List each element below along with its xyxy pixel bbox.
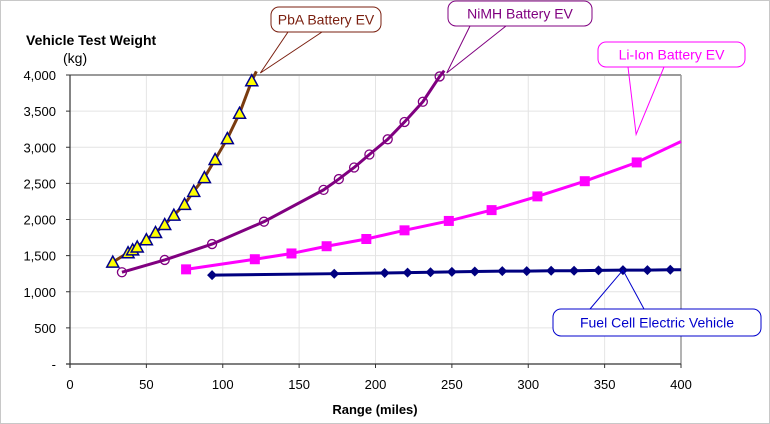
- y-axis-unit: (kg): [63, 50, 87, 66]
- data-point: [361, 234, 372, 245]
- data-point: [321, 241, 332, 252]
- data-point: [642, 265, 653, 276]
- y-tick-label: 3,500: [23, 104, 56, 119]
- data-point: [425, 267, 436, 278]
- series-line: [185, 140, 682, 271]
- data-point: [129, 239, 145, 253]
- data-point: [249, 254, 260, 265]
- callout-pointer: [589, 269, 645, 310]
- data-point: [443, 215, 454, 226]
- series-line: [121, 69, 446, 274]
- data-point: [631, 157, 642, 168]
- data-point: [318, 184, 329, 196]
- callout-box: [552, 308, 762, 337]
- y-tick-label: 4,000: [23, 68, 56, 83]
- data-point: [148, 224, 163, 239]
- data-point: [197, 170, 212, 184]
- callout-pointer: [259, 31, 323, 74]
- callout-pointer: [446, 25, 507, 74]
- tick-labels: - 500 1,000 1,500 2,000 2,500 3,000 3,500 4,000 0…: [23, 68, 691, 392]
- y-tick-label: 2,500: [23, 176, 56, 191]
- series-line: [212, 268, 681, 277]
- callouts-layer: PbA Battery EV NiMH Battery EV Li-Ion Batt…: [259, 0, 762, 337]
- x-tick-label: 0: [66, 377, 73, 392]
- y-tick-label: 3,000: [23, 140, 56, 155]
- data-point: [446, 266, 457, 277]
- y-tick-label: 2,000: [23, 213, 56, 228]
- data-point: [244, 73, 260, 87]
- data-point: [186, 183, 201, 198]
- data-point: [258, 216, 270, 227]
- y-tick-label: 1,500: [23, 249, 56, 264]
- data-point: [497, 266, 508, 277]
- data-point: [379, 267, 390, 278]
- callout-label: NiMH Battery EV: [467, 6, 573, 22]
- callout-li-ion-battery-ev: Li-Ion Battery EV: [597, 41, 746, 137]
- data-point: [207, 151, 223, 166]
- x-tick-label: 100: [212, 377, 234, 392]
- callout-pba-battery-ev: PbA Battery EV: [259, 6, 382, 74]
- data-point: [399, 116, 410, 128]
- data-point: [159, 254, 170, 266]
- x-tick-label: 150: [288, 377, 310, 392]
- data-point: [434, 71, 445, 82]
- data-point: [105, 254, 121, 268]
- x-tick-label: 200: [365, 377, 387, 392]
- data-point: [207, 270, 218, 281]
- callout-box: [270, 6, 382, 33]
- callout-pointer: [627, 66, 665, 137]
- data-point: [333, 173, 344, 185]
- data-point: [417, 96, 429, 107]
- x-tick-label: 250: [441, 377, 463, 392]
- data-point: [546, 265, 557, 276]
- axes: [66, 74, 682, 368]
- data-point: [532, 191, 543, 202]
- data-point: [399, 225, 410, 236]
- y-tick-label: 1,000: [23, 285, 56, 300]
- data-point: [181, 264, 192, 275]
- data-point: [569, 265, 580, 276]
- callout-fuel-cell-electric-vehicle: Fuel Cell Electric Vehicle: [552, 269, 762, 337]
- x-axis-title: Range (miles): [332, 402, 417, 417]
- series-layer: [105, 69, 682, 281]
- data-point: [166, 207, 182, 221]
- series-nimh-battery-ev: [116, 69, 446, 278]
- y-axis-title: Vehicle Test Weight: [26, 32, 157, 48]
- data-point: [157, 216, 172, 231]
- y-tick-label: -: [52, 357, 56, 372]
- data-point: [579, 176, 590, 187]
- callout-label: Fuel Cell Electric Vehicle: [580, 315, 734, 331]
- data-point: [348, 162, 360, 173]
- data-point: [469, 266, 480, 277]
- series-pba-battery-ev: [105, 70, 260, 268]
- data-point: [220, 131, 235, 145]
- callout-label: Li-Ion Battery EV: [619, 47, 725, 63]
- y-tick-label: 500: [34, 321, 56, 336]
- data-point: [593, 265, 604, 276]
- series-li-ion-battery-ev: [181, 140, 682, 275]
- data-point: [402, 267, 413, 278]
- data-point: [139, 232, 154, 246]
- data-point: [232, 105, 247, 120]
- data-point: [206, 238, 218, 250]
- x-tick-label: 400: [670, 377, 692, 392]
- data-point: [177, 196, 192, 211]
- data-point: [286, 248, 297, 259]
- data-point: [665, 264, 676, 275]
- x-tick-label: 300: [517, 377, 539, 392]
- data-point: [364, 149, 375, 160]
- callout-nimh-battery-ev: NiMH Battery EV: [446, 0, 593, 74]
- callout-box: [447, 0, 593, 27]
- data-point: [486, 205, 497, 216]
- data-point: [329, 268, 340, 279]
- x-tick-label: 50: [139, 377, 153, 392]
- callout-box: [597, 41, 746, 68]
- callout-label: PbA Battery EV: [278, 12, 375, 28]
- data-point: [382, 134, 393, 145]
- data-point: [521, 266, 532, 277]
- x-tick-label: 350: [594, 377, 616, 392]
- series-fuel-cell-electric-vehicle: [207, 264, 681, 281]
- data-point: [116, 267, 128, 278]
